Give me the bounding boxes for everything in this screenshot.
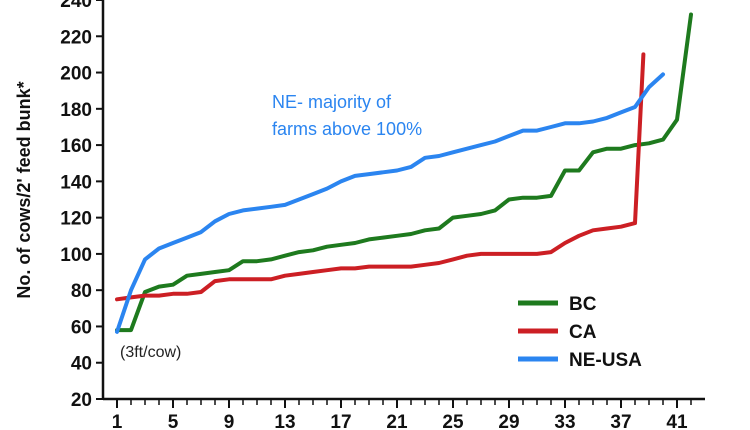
x-tick-label: 13 xyxy=(274,412,295,430)
legend-label-bc: BC xyxy=(569,294,597,315)
x-axis: 1 5 9 13 17 21 25 29 33 37 41 xyxy=(103,397,705,430)
y-tick-label: 80 xyxy=(71,281,92,302)
y-tick-label: 180 xyxy=(60,100,92,121)
x-tick-label: 17 xyxy=(330,412,351,430)
y-tick-label: 100 xyxy=(60,245,92,266)
series-line-bc xyxy=(115,12,693,333)
series-line-ca xyxy=(115,52,646,302)
x-tick-label: 25 xyxy=(442,412,464,430)
annotation-threshold: (3ft/cow) xyxy=(120,344,181,361)
legend: BC CA NE-USA xyxy=(518,294,642,371)
series-line-ne-usa xyxy=(115,72,665,334)
series-lines xyxy=(115,12,693,334)
y-tick-label: 60 xyxy=(71,317,92,338)
y-tick-label: 40 xyxy=(71,354,92,375)
y-axis: 20 40 60 80 100 120 140 160 180 200 220 240 xyxy=(60,0,105,411)
y-tick-label: 240 xyxy=(60,0,92,12)
legend-label-ca: CA xyxy=(569,322,597,343)
y-tick-label: 20 xyxy=(71,390,92,411)
x-tick-label: 5 xyxy=(168,412,179,430)
y-tick-label: 160 xyxy=(60,136,92,157)
y-tick-label: 220 xyxy=(60,27,92,48)
legend-label-ne-usa: NE-USA xyxy=(569,350,642,371)
x-tick-label: 33 xyxy=(554,412,575,430)
x-tick-label: 41 xyxy=(666,412,688,430)
annotation-ne-line1: NE- majority of xyxy=(272,92,392,112)
y-tick-label: 120 xyxy=(60,209,92,230)
x-tick-label: 9 xyxy=(224,412,235,430)
x-tick-label: 37 xyxy=(610,412,631,430)
x-tick-label: 29 xyxy=(498,412,519,430)
annotation-ne-line2: farms above 100% xyxy=(272,119,422,139)
x-tick-label: 21 xyxy=(386,412,408,430)
y-tick-label: 200 xyxy=(60,64,92,85)
y-axis-label: No. of cows/2' feed bunk* xyxy=(14,81,34,298)
x-tick-label: 1 xyxy=(112,412,123,430)
y-tick-label: 140 xyxy=(60,172,92,193)
